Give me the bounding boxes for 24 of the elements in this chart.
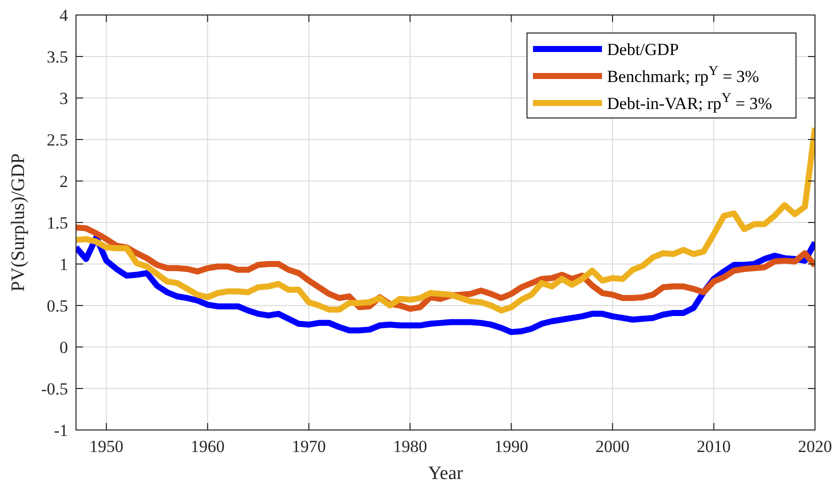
y-tick-label: -0.5 [41,379,68,398]
legend-label: Debt-in-VAR; rp$^{Y}$ = 3% [607,89,772,113]
y-tick-label: 1.5 [46,213,68,232]
y-tick-label: 4 [60,6,68,25]
x-axis-title: Year [428,463,464,484]
y-tick-label: 3.5 [46,47,68,66]
x-tick-label: 1970 [292,437,326,456]
x-tick-label: 1990 [494,437,528,456]
y-tick-label: -1 [54,420,68,440]
x-tick-label: 2020 [798,437,832,456]
x-tick-label: 1960 [190,437,225,456]
x-tick-label: 2000 [596,437,630,456]
y-tick-label: 0 [60,338,68,357]
y-tick-label: 2 [60,172,68,191]
legend-label: Benchmark; rp$^{Y}$ = 3% [607,62,760,86]
x-tick-label: 1980 [393,437,428,456]
legend-label: Debt/GDP [607,40,679,59]
x-tick-label: 2010 [696,437,731,456]
y-tick-label: 0.5 [46,296,68,316]
y-tick-label: 3 [60,88,68,108]
y-tick-label: 1 [60,254,68,274]
y-tick-label: 2.5 [46,130,68,150]
x-tick-label: 1950 [89,437,124,456]
y-axis-title: PV(Surplus)/GDP [8,153,29,292]
